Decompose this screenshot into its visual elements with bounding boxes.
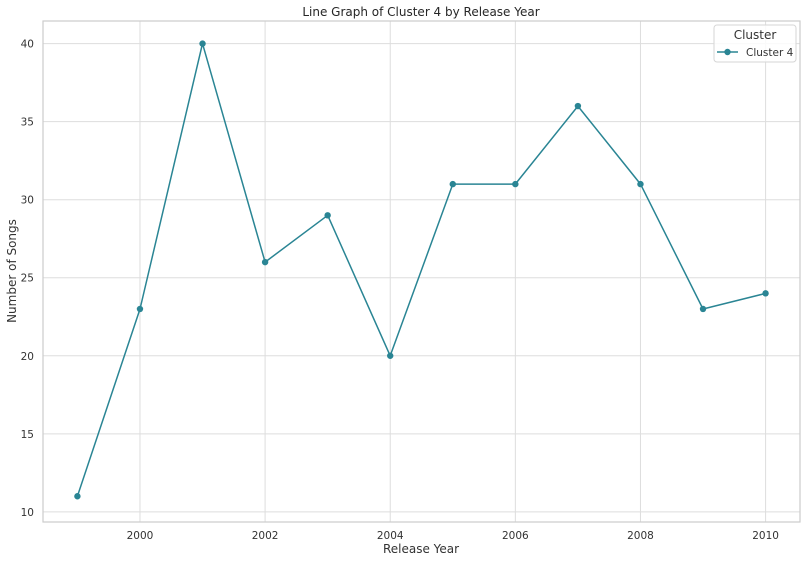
data-point-marker — [199, 40, 206, 47]
x-tick-label: 2002 — [252, 530, 279, 542]
series-line — [76, 42, 766, 497]
y-axis-label: Number of Songs — [5, 219, 19, 323]
data-point-marker — [762, 290, 769, 297]
data-point-marker — [449, 180, 456, 188]
x-axis-label: Release Year — [383, 542, 459, 556]
y-tick-label: 10 — [21, 507, 34, 519]
grid-lines — [43, 21, 800, 522]
y-axis-ticks: 10 15 20 25 30 35 40 — [21, 39, 34, 519]
data-point-marker — [261, 258, 269, 266]
data-series — [74, 40, 769, 500]
y-tick-label: 15 — [21, 429, 34, 441]
data-point-marker — [699, 305, 707, 313]
data-point-marker — [512, 180, 519, 188]
y-tick-label: 30 — [21, 195, 34, 207]
y-tick-label: 20 — [21, 351, 34, 363]
y-tick-label: 35 — [21, 117, 34, 129]
x-tick-label: 2004 — [377, 530, 404, 542]
data-point-marker — [387, 352, 394, 359]
y-tick-label: 25 — [21, 273, 34, 285]
plot-area — [42, 20, 801, 523]
data-point-marker — [574, 102, 582, 110]
legend-title: Cluster — [734, 28, 777, 42]
x-tick-label: 2006 — [502, 530, 529, 542]
data-point-marker — [74, 493, 81, 500]
x-tick-label: 2008 — [627, 530, 654, 542]
x-tick-label: 2010 — [752, 530, 779, 542]
legend: Cluster Cluster 4 — [713, 24, 797, 63]
legend-marker-icon — [724, 48, 731, 56]
x-tick-label: 2000 — [127, 530, 154, 542]
data-point-marker — [324, 212, 331, 219]
chart-title: Line Graph of Cluster 4 by Release Year — [302, 5, 539, 19]
x-axis-ticks: 2000 2002 2004 2006 2008 2010 — [127, 530, 779, 542]
legend-label: Cluster 4 — [746, 47, 794, 59]
y-tick-label: 40 — [21, 39, 34, 51]
data-point-marker — [136, 305, 144, 313]
data-point-marker — [637, 180, 644, 188]
